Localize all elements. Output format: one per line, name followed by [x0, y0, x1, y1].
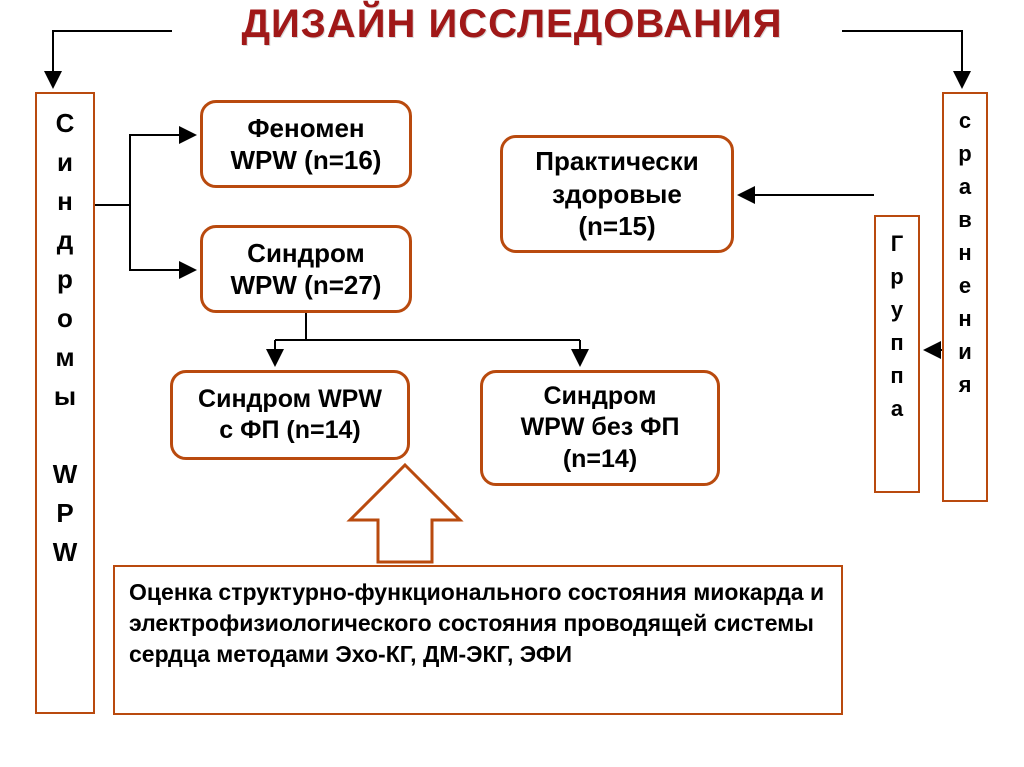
right-inner-label: Группа [880, 227, 914, 425]
left-group-label: Синдромы WPW [41, 104, 89, 572]
big-up-arrow-outline [350, 465, 460, 562]
node-syndrome-label: СиндромWPW (n=27) [231, 237, 382, 302]
node-healthy: Практическиздоровые(n=15) [500, 135, 734, 253]
title-line-right [842, 30, 962, 32]
node-phenomenon-label: ФеноменWPW (n=16) [231, 112, 382, 177]
right-inner-box: Группа [874, 215, 920, 493]
node-with-fp-label: Синдром WPWс ФП (n=14) [198, 384, 382, 447]
page-title: ДИЗАЙН ИССЛЕДОВАНИЯ [0, 2, 1024, 47]
right-outer-box: сравнения [942, 92, 988, 502]
arrow-left-to-phenomenon [130, 135, 194, 205]
description-text: Оценка структурно-функционального состоя… [129, 579, 824, 667]
node-healthy-label: Практическиздоровые(n=15) [535, 145, 698, 243]
node-without-fp-label: СиндромWPW без ФП(n=14) [521, 381, 680, 475]
description-box: Оценка структурно-функционального состоя… [113, 565, 843, 715]
node-phenomenon: ФеноменWPW (n=16) [200, 100, 412, 188]
node-without-fp: СиндромWPW без ФП(n=14) [480, 370, 720, 486]
title-line-left [53, 30, 172, 32]
left-group-box: Синдромы WPW [35, 92, 95, 714]
right-outer-label: сравнения [948, 104, 982, 401]
node-with-fp: Синдром WPWс ФП (n=14) [170, 370, 410, 460]
node-syndrome: СиндромWPW (n=27) [200, 225, 412, 313]
big-up-arrow [360, 497, 450, 562]
arrow-left-to-syndrome [130, 205, 194, 270]
